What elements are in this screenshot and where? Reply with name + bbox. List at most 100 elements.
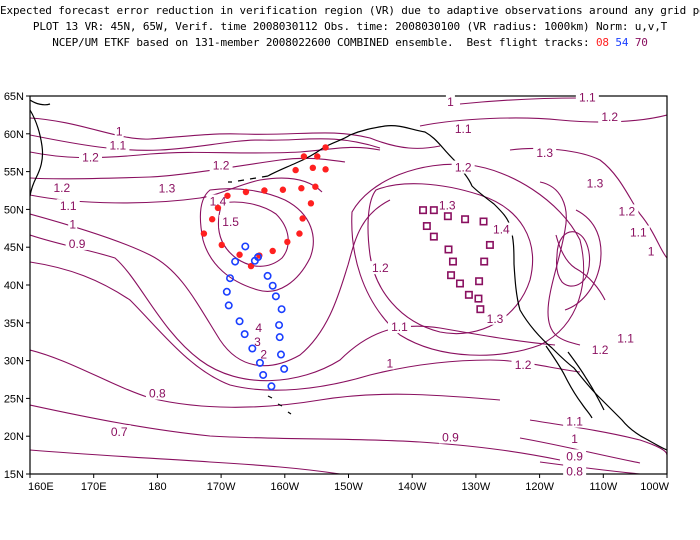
lon-label: 160E (28, 481, 54, 493)
gulf-of-california (567, 351, 605, 411)
track-08-point (322, 166, 329, 173)
contour-line (30, 157, 346, 180)
track-08-point (299, 215, 306, 222)
track-70-point (429, 232, 438, 241)
contour-line (509, 147, 667, 259)
lat-label: 30N (4, 356, 24, 368)
contour-label-bg (252, 335, 262, 349)
contour-label-bg (79, 150, 103, 164)
flight-track-08 (200, 144, 329, 270)
track-70-point (448, 257, 457, 266)
track-08-point (300, 153, 308, 160)
track-54-point (275, 333, 284, 342)
contour-label: 1.3 (587, 176, 604, 190)
alaska-peninsula (267, 147, 324, 177)
contour-label: 1.4 (493, 223, 510, 237)
contour-line (555, 234, 606, 301)
track-70-point (429, 206, 438, 215)
contour-label-bg (575, 90, 599, 104)
contour-label: 1.3 (159, 182, 176, 196)
contour-label-bg (563, 414, 587, 428)
contour-label-bg (646, 244, 656, 258)
contour-label-bg (219, 215, 243, 229)
track-54-point (241, 242, 250, 251)
contour-label: 0.8 (566, 464, 583, 478)
latitude-ticks (26, 95, 30, 475)
plot-header: Expected forecast error reduction in ver… (0, 0, 700, 78)
track-70-point (485, 240, 494, 249)
lat-label: 25N (4, 393, 24, 405)
plot-title-line-1: Expected forecast error reduction in ver… (0, 4, 700, 17)
lat-label: 60N (4, 129, 24, 141)
track-70-point (461, 215, 470, 224)
contour-label-bg (533, 146, 557, 160)
contour-line (367, 183, 534, 335)
contour-label: 1.2 (592, 343, 609, 357)
contour-line (459, 97, 581, 105)
lon-label: 170W (207, 481, 236, 493)
contour-label-bg (588, 342, 612, 356)
lon-label: 130W (462, 481, 491, 493)
track-70-point (479, 217, 488, 226)
contour-label-bg (114, 124, 124, 138)
track-54-point (267, 382, 276, 391)
contour-line (30, 449, 341, 474)
contour-label-bg (50, 180, 74, 194)
contour-line (539, 181, 581, 346)
lat-label: 40N (4, 280, 24, 292)
flight-tracks (200, 144, 494, 391)
track-54-point (222, 287, 231, 296)
contour-label: 1 (571, 432, 578, 446)
track-70-point (443, 212, 452, 221)
contour-label-bg (598, 109, 622, 123)
contour-label: 1.2 (54, 181, 71, 195)
track-08-point (200, 230, 208, 237)
north-america-coast (322, 125, 667, 451)
lon-label: 160W (270, 481, 299, 493)
contour-label-bg (511, 357, 535, 371)
contour-line (351, 163, 585, 356)
track-08-point (236, 251, 243, 258)
contour-line (30, 234, 556, 382)
contour-label-bg (438, 430, 462, 444)
track-08-legend: 08 (595, 36, 609, 49)
contour-line (30, 134, 381, 151)
longitude-labels: 160E 170E 180 170W 160W 150W 140W 130W 120W 110W 1… (28, 481, 670, 493)
contour-label: 1.1 (110, 139, 127, 153)
track-54-legend: 54 (615, 36, 629, 49)
contour-label: 1 (69, 217, 76, 231)
contour-labels: 1.21.111.21.110.91.31.21.41.51.21.110.80… (50, 90, 656, 478)
contour-label-bg (65, 236, 89, 250)
track-70-point (419, 206, 428, 215)
track-08-point (279, 186, 287, 193)
track-54-point (276, 350, 285, 359)
contour-label: 2 (260, 347, 267, 361)
contour-label-bg (614, 331, 638, 345)
lat-label: 35N (4, 318, 24, 330)
track-54-point (277, 305, 286, 314)
track-70-point (480, 257, 489, 266)
contour-label: 1 (447, 95, 454, 109)
aleutian-islands (228, 175, 269, 183)
lon-label: 150W (334, 481, 363, 493)
contour-label: 1.2 (213, 158, 230, 172)
track-54-point (271, 292, 280, 301)
track-08-point (214, 204, 222, 212)
track-08-point (247, 262, 255, 270)
latitude-labels: 65N 60N 55N 50N 45N 40N 35N 30N 25N 20N 15N (4, 91, 24, 481)
contour-label-bg (445, 94, 455, 108)
track-54-point (263, 271, 272, 280)
lon-label: 170E (81, 481, 107, 493)
contour-label-bg (206, 194, 230, 208)
contour-label: 1.2 (619, 204, 636, 218)
contour-label: 1 (116, 124, 123, 138)
track-08-point (312, 183, 319, 190)
longitude-ticks (29, 474, 668, 478)
contour-label-bg (106, 138, 130, 152)
contour-label: 1.2 (82, 151, 99, 165)
contour-line (199, 188, 314, 292)
contour-line (529, 419, 667, 456)
contour-line (30, 261, 581, 391)
flight-track-70 (419, 206, 494, 314)
contour-label: 1.2 (515, 358, 532, 372)
